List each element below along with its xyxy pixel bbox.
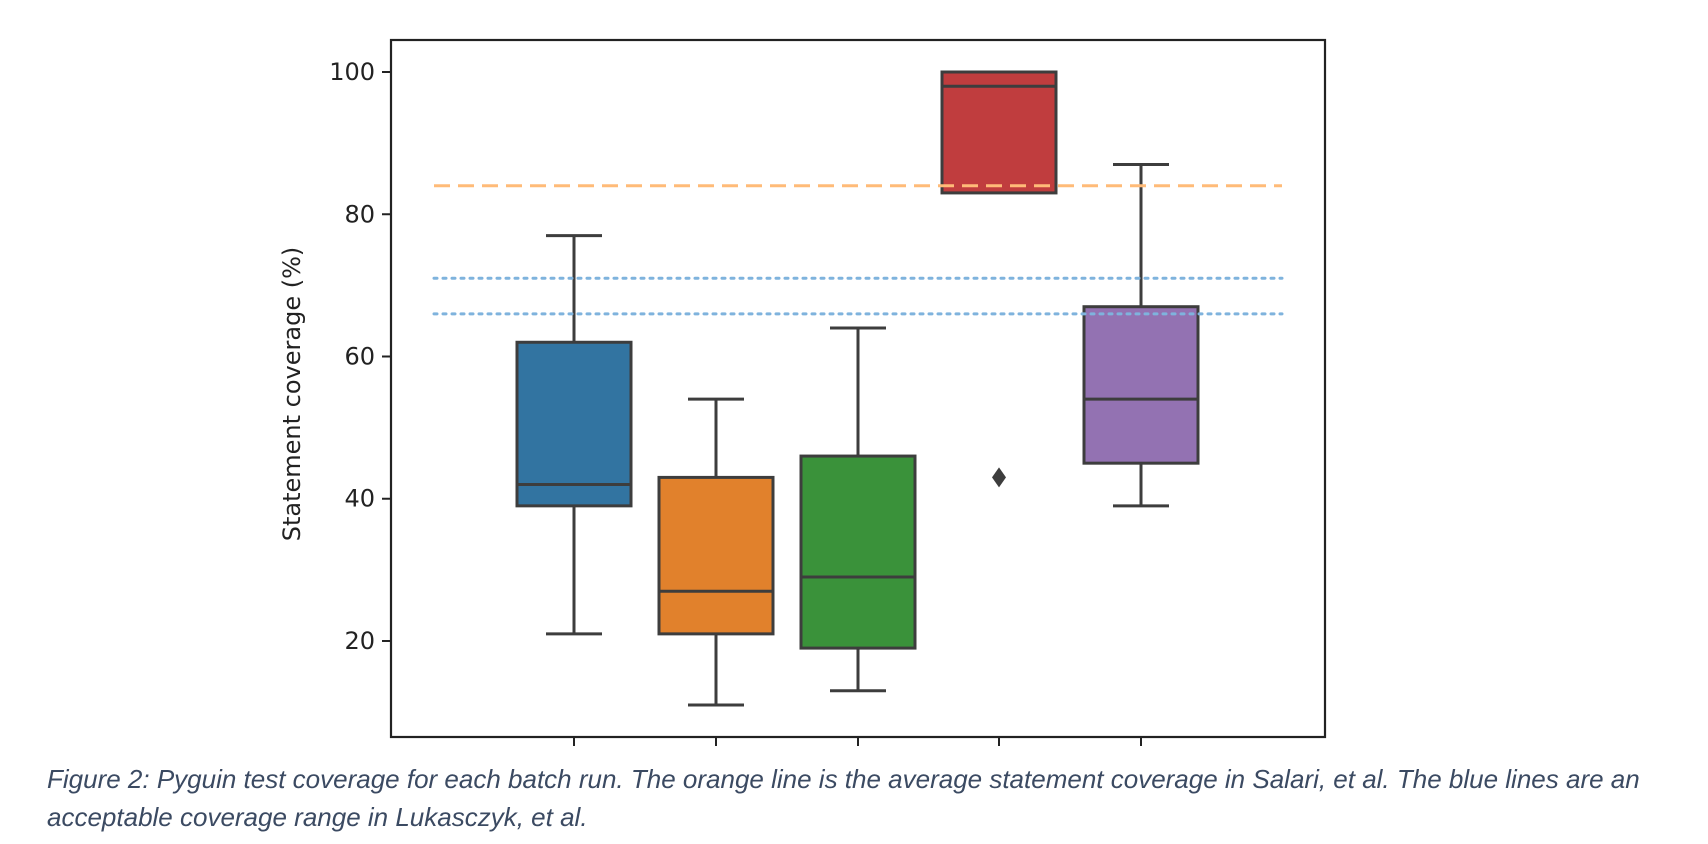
box-iqr — [657, 475, 775, 636]
box-iqr — [1082, 305, 1200, 465]
box-iqr — [515, 340, 633, 508]
y-axis-label: Statement coverage (%) — [278, 247, 306, 542]
y-tick-label: 20 — [344, 627, 375, 655]
y-tick-label: 60 — [344, 342, 375, 370]
figure-caption: Figure 2: Pyguin test coverage for each … — [47, 764, 1640, 832]
y-tick-label: 100 — [329, 58, 375, 86]
outlier-point — [992, 467, 1006, 488]
box-iqr — [940, 70, 1058, 195]
y-tick-label: 80 — [344, 200, 375, 228]
box-plot-chart: 20 40 60 80 100 Statement coverage (%) — [278, 38, 1327, 746]
y-tick-label: 40 — [344, 485, 375, 513]
box-iqr — [799, 454, 917, 650]
